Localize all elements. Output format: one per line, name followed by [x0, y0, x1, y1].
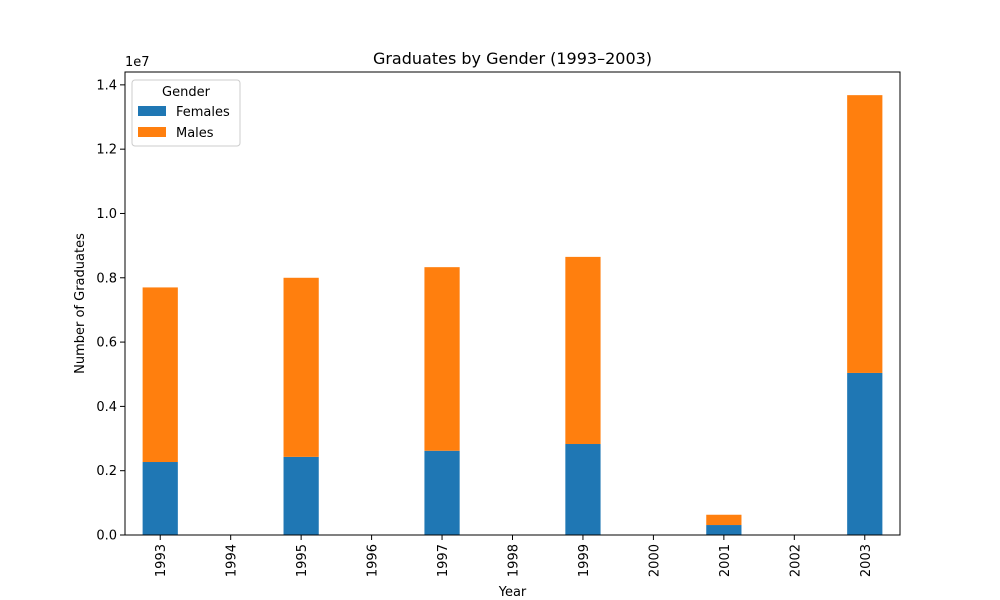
x-tick-label: 1999 — [577, 544, 592, 577]
y-tick-label: 1.2 — [96, 143, 117, 158]
bar-males-2001 — [706, 514, 742, 526]
x-tick-label: 2000 — [647, 544, 662, 577]
bar-males-2003 — [847, 95, 883, 373]
legend-label-males: Males — [176, 126, 214, 141]
x-tick-label: 1998 — [507, 544, 522, 577]
x-tick-label: 1997 — [436, 544, 451, 577]
y-tick-label: 1.4 — [96, 78, 117, 93]
legend-swatch-males — [138, 127, 166, 137]
bar-females-2001 — [706, 525, 742, 535]
legend: Gender Females Males — [131, 79, 241, 147]
bar-males-1997 — [424, 267, 460, 451]
bar-females-1999 — [565, 444, 601, 535]
bar-females-2003 — [847, 372, 883, 535]
y-tick-label: 0.8 — [96, 271, 117, 286]
legend-label-females: Females — [176, 105, 230, 120]
y-tick-label: 0.0 — [96, 529, 117, 544]
x-tick-label: 1993 — [154, 544, 169, 577]
y-tick-label: 0.2 — [96, 464, 117, 479]
legend-title: Gender — [162, 85, 211, 100]
x-axis-title: Year — [498, 585, 527, 600]
x-tick-label: 2002 — [788, 544, 803, 577]
bar-females-1995 — [283, 456, 319, 535]
legend-swatch-females — [138, 106, 166, 116]
bar-females-1993 — [142, 462, 178, 535]
chart-title: Graduates by Gender (1993–2003) — [373, 49, 652, 68]
x-tick-label: 1995 — [295, 544, 310, 577]
y-tick-label: 0.6 — [96, 336, 117, 351]
bar-females-1997 — [424, 450, 460, 535]
bar-males-1993 — [142, 287, 178, 463]
y-tick-label: 1.0 — [96, 207, 117, 222]
x-tick-label: 1996 — [366, 544, 381, 577]
plot-frame — [124, 71, 901, 536]
y-tick-label: 0.4 — [96, 400, 117, 415]
bar-males-1999 — [565, 256, 601, 445]
x-tick-label: 1994 — [225, 544, 240, 577]
y-axis-offset-label: 1e7 — [125, 55, 150, 70]
y-axis-title: Number of Graduates — [73, 233, 88, 374]
x-axis-ticks: 1993 1994 1995 1996 1997 1998 1999 2000 2001 2002… — [154, 535, 874, 577]
bar-males-1995 — [283, 277, 319, 457]
x-tick-label: 2001 — [718, 544, 733, 577]
y-axis-ticks: 0.0 0.2 0.4 0.6 0.8 1.0 1.2 1.4 — [96, 78, 125, 544]
bars-group — [142, 95, 883, 535]
x-tick-label: 2003 — [859, 544, 874, 577]
